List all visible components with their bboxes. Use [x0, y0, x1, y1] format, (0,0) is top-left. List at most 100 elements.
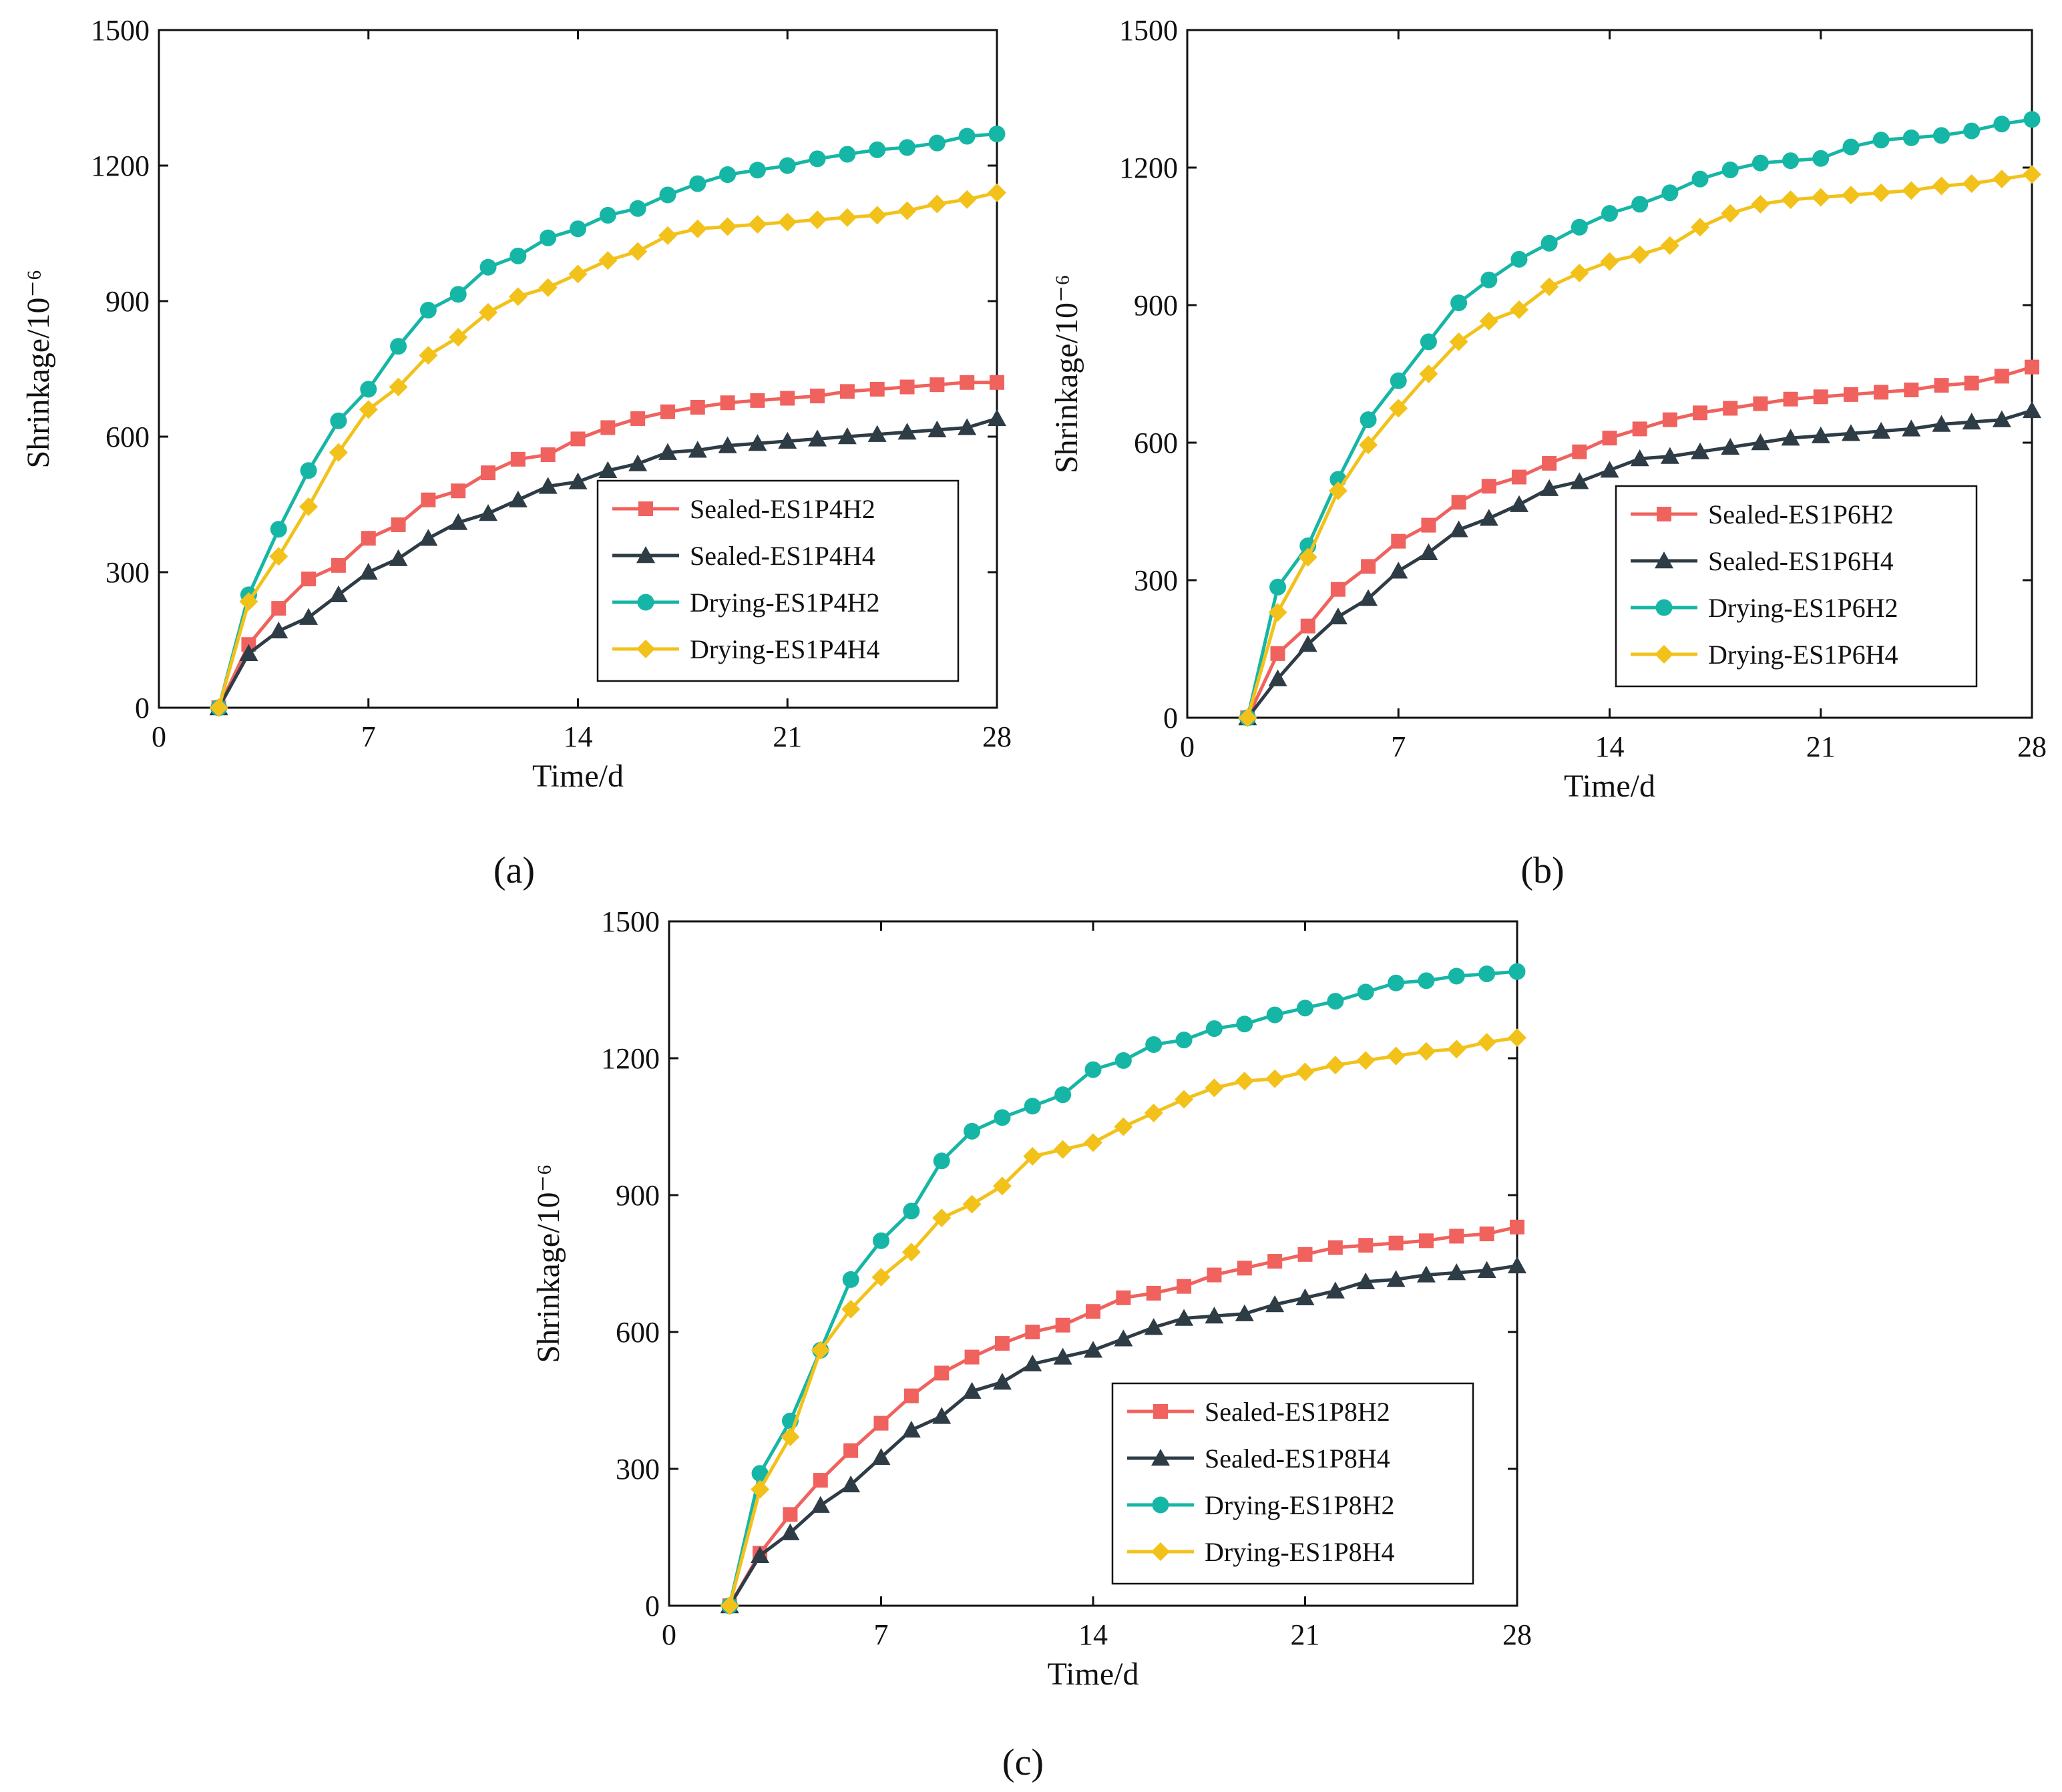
x-tick-label: 14 — [1595, 730, 1625, 763]
data-point — [1205, 1307, 1224, 1324]
y-tick-label: 1200 — [91, 150, 150, 182]
data-point — [331, 557, 346, 573]
data-point — [958, 128, 976, 145]
legend-marker — [1151, 1542, 1170, 1561]
data-point — [419, 529, 438, 546]
data-point — [269, 621, 288, 639]
data-point — [300, 462, 317, 479]
data-point — [1418, 972, 1435, 989]
data-point — [599, 206, 616, 224]
legend-marker — [1655, 599, 1673, 616]
data-point — [1540, 277, 1559, 296]
data-point — [1421, 517, 1436, 533]
data-point — [1932, 127, 1950, 144]
y-tick-label: 300 — [616, 1453, 660, 1486]
y-tick-label: 600 — [616, 1316, 660, 1349]
data-point — [1693, 405, 1708, 421]
data-point — [360, 381, 377, 398]
data-point — [271, 601, 286, 616]
data-point — [1025, 1325, 1040, 1339]
data-point — [1146, 1285, 1161, 1301]
data-point — [841, 1299, 861, 1319]
data-point — [510, 451, 526, 467]
data-point — [1902, 129, 1920, 146]
data-point — [628, 454, 648, 471]
data-point — [449, 286, 467, 303]
data-point — [842, 1271, 859, 1288]
data-point — [928, 134, 946, 152]
data-point — [451, 483, 466, 499]
data-point — [630, 411, 646, 426]
x-axis-title: Time/d — [532, 758, 624, 794]
data-point — [1662, 412, 1677, 427]
data-point — [1992, 410, 2011, 427]
data-point — [897, 423, 917, 440]
legend-label: Drying-ES1P4H4 — [690, 634, 879, 664]
data-point — [330, 412, 347, 429]
data-point — [1781, 429, 1800, 446]
data-point — [1388, 974, 1405, 991]
data-point — [209, 698, 228, 717]
chart-panel-b: 0 7 14 21 28 0 300 600 900 1200 1500 Time/d Shrinkag… — [1049, 14, 2047, 891]
x-tick-label: 7 — [1391, 730, 1406, 763]
data-point — [837, 427, 857, 445]
x-tick-label: 0 — [152, 720, 166, 753]
data-point — [1205, 1078, 1224, 1098]
data-point — [479, 258, 497, 276]
legend: Sealed-ES1P6H2 Sealed-ES1P6H4 Drying-ES1P6… — [1615, 485, 1978, 688]
y-tick-label: 1500 — [91, 14, 150, 47]
data-point — [1298, 635, 1317, 652]
data-point — [1419, 543, 1438, 560]
data-point — [1265, 1295, 1285, 1313]
legend-marker — [1153, 1404, 1168, 1419]
data-point — [1360, 411, 1377, 429]
data-point — [269, 547, 288, 566]
data-point — [1235, 1304, 1254, 1321]
data-point — [1841, 186, 1860, 205]
data-point — [811, 1341, 830, 1360]
data-point — [1298, 547, 1317, 567]
data-point — [1269, 578, 1287, 596]
data-point — [808, 429, 827, 447]
data-point — [1357, 983, 1374, 1001]
y-tick-label: 900 — [616, 1179, 660, 1212]
data-point — [1481, 479, 1496, 494]
data-point — [1510, 1219, 1524, 1235]
data-point — [901, 1420, 921, 1438]
data-point — [1783, 391, 1798, 407]
data-point — [1813, 389, 1828, 405]
data-point — [1812, 150, 1830, 167]
data-point — [1235, 1072, 1254, 1091]
legend-marker — [638, 501, 653, 516]
x-tick-label: 21 — [773, 720, 802, 753]
data-point — [1872, 421, 1891, 439]
data-point — [570, 431, 586, 447]
data-point — [2023, 165, 2041, 184]
data-point — [869, 381, 885, 397]
data-point — [1114, 1117, 1133, 1136]
data-point — [479, 302, 498, 322]
data-point — [598, 251, 618, 270]
data-point — [390, 338, 407, 355]
series-Drying-ES1P4H4 — [209, 183, 1006, 717]
data-point — [1811, 426, 1830, 443]
data-point — [1449, 1228, 1464, 1244]
series-Drying-ES1P6H2 — [1239, 111, 2041, 726]
data-point — [1175, 1032, 1193, 1049]
data-point — [1053, 1140, 1072, 1159]
x-axis-title: Time/d — [1048, 1656, 1139, 1692]
data-point — [897, 201, 917, 220]
data-point — [1570, 263, 1589, 282]
data-point — [964, 1349, 980, 1365]
data-point — [1330, 582, 1346, 597]
y-tick-label: 900 — [1134, 289, 1178, 322]
panel-label: (a) — [493, 850, 535, 891]
legend-label: Sealed-ES1P6H4 — [1708, 546, 1894, 576]
data-point — [871, 1447, 891, 1466]
data-point — [1053, 1347, 1072, 1365]
legend-marker — [1657, 507, 1671, 521]
y-tick-label: 300 — [1134, 564, 1178, 597]
data-point — [751, 1465, 769, 1482]
data-point — [869, 141, 886, 158]
data-point — [1448, 967, 1465, 985]
